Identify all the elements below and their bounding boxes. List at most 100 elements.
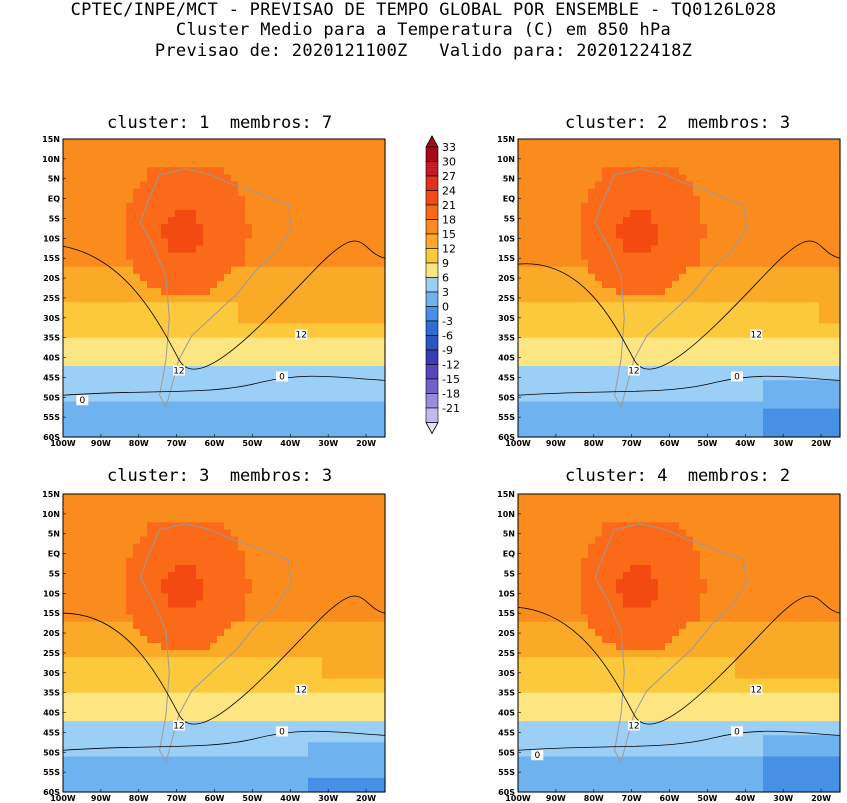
contour-label-bg	[627, 365, 640, 376]
lat-tick-label: 25S	[498, 649, 515, 658]
colorbar-swatch	[425, 161, 439, 177]
lon-tick-label: 60W	[660, 794, 680, 803]
lat-tick-label: 15N	[497, 490, 515, 499]
lat-tick-label: 15N	[42, 135, 60, 144]
lat-tick-label: 10N	[42, 510, 60, 519]
colorbar-label: -18	[442, 388, 460, 401]
lon-tick-label: 30W	[773, 439, 793, 448]
lat-tick-label: 35S	[498, 689, 515, 698]
colorbar-swatch	[425, 349, 439, 365]
contour-label: 0	[279, 727, 285, 737]
subtitle: Cluster Medio para a Temperatura (C) em …	[175, 20, 672, 40]
lat-tick-label: 20S	[498, 274, 515, 283]
lat-tick-label: 35S	[43, 689, 60, 698]
lat-tick-label: 60S	[43, 788, 60, 797]
map-frame	[62, 493, 386, 793]
contour-label: 12	[296, 331, 307, 341]
contour-12	[517, 240, 841, 370]
colorbar-label: 9	[442, 257, 449, 270]
colorbar-swatch	[425, 364, 439, 380]
lon-tick-label: 50W	[697, 794, 717, 803]
contour-label: 12	[296, 686, 307, 696]
lat-tick-label: 15S	[498, 254, 515, 263]
colorbar-label: 24	[442, 185, 456, 198]
colorbar-swatch	[425, 262, 439, 278]
contour-label: 12	[751, 331, 762, 341]
coastline	[594, 168, 748, 409]
lon-tick-label: 90W	[546, 439, 566, 448]
lat-tick-label: 60S	[498, 788, 515, 797]
map-panel-1: 12 12 0 0 15N 10N 5N EQ 5S 10S 15S 20S 25S 30S 35S 40S 4…	[42, 135, 386, 448]
contour-label: 0	[79, 396, 85, 406]
lon-tick-label: 40W	[735, 439, 755, 448]
contour-label-bg	[627, 720, 640, 731]
colorbar-label: -15	[442, 373, 460, 386]
lon-tick-label: 50W	[242, 794, 262, 803]
lat-tick-label: 50S	[498, 748, 515, 757]
lon-tick-label: 60W	[205, 439, 225, 448]
colorbar-swatch	[425, 248, 439, 264]
lon-tick-label: 90W	[91, 439, 111, 448]
colorbar-label: -6	[442, 330, 453, 343]
colorbar-swatch	[425, 335, 439, 351]
contour-label-bg	[275, 371, 288, 382]
colorbar-label: 18	[442, 214, 456, 227]
lon-tick-label: 30W	[318, 794, 338, 803]
colorbar-label: -21	[442, 402, 460, 415]
colorbar-label: 3	[442, 286, 449, 299]
lat-tick-label: 35S	[43, 334, 60, 343]
colorbar-swatch	[425, 393, 439, 409]
lon-tick-label: 80W	[129, 794, 149, 803]
lon-tick-label: 40W	[280, 439, 300, 448]
forecast-dates: Previsao de: 2020121100Z Valido para: 20…	[154, 41, 693, 61]
colorbar-swatch	[425, 219, 439, 235]
lat-tick-label: 40S	[498, 354, 515, 363]
lat-tick-label: 5S	[49, 214, 61, 223]
contour-label: 12	[173, 366, 184, 376]
colorbar-swatch	[425, 407, 439, 423]
colorbar-label: -3	[442, 315, 453, 328]
lat-tick-label: 5S	[504, 214, 516, 223]
lon-tick-label: 100W	[50, 439, 76, 448]
colorbar-label: 6	[442, 272, 449, 285]
contour-label: 0	[279, 372, 285, 382]
contour-label: 0	[534, 751, 540, 761]
lon-tick-label: 80W	[584, 794, 604, 803]
colorbar-swatch	[425, 175, 439, 191]
contour-label: 12	[628, 721, 639, 731]
lat-tick-label: 5S	[504, 569, 516, 578]
contour-label-bg	[275, 726, 288, 737]
colorbar-swatch	[425, 320, 439, 336]
map-frame	[62, 138, 386, 438]
colorbar-swatch	[425, 146, 439, 162]
lat-tick-label: 10N	[42, 155, 60, 164]
colorbar-label: 15	[442, 228, 456, 241]
contour-label-bg	[730, 726, 743, 737]
lat-tick-label: 10S	[498, 589, 515, 598]
colorbar-swatch	[425, 204, 439, 220]
lat-tick-label: 40S	[43, 709, 60, 718]
colorbar-swatch	[425, 306, 439, 322]
lat-tick-label: 50S	[43, 748, 60, 757]
coastline	[139, 523, 293, 764]
lon-tick-label: 20W	[356, 439, 376, 448]
contour-12	[62, 595, 386, 725]
panel-title-2: cluster: 2 membros: 3	[565, 113, 791, 133]
lat-tick-label: 40S	[43, 354, 60, 363]
colorbar-bottom-arrow	[425, 422, 439, 435]
lon-tick-label: 40W	[735, 794, 755, 803]
lat-tick-label: EQ	[48, 550, 60, 559]
contour-label-bg	[76, 395, 89, 406]
contour-label-bg	[750, 329, 763, 340]
lat-tick-label: 45S	[43, 728, 60, 737]
map-panel-2: 12 12 0 15N 10N 5N EQ 5S 10S 15S 20S 25S 30S 35S 40S 45…	[497, 135, 841, 448]
coastline	[139, 168, 293, 409]
lat-tick-label: 5N	[503, 175, 515, 184]
colorbar-label: 30	[442, 156, 456, 169]
lon-tick-label: 70W	[167, 439, 187, 448]
lon-tick-label: 40W	[280, 794, 300, 803]
lat-tick-label: 10S	[498, 234, 515, 243]
lat-tick-label: EQ	[48, 195, 60, 204]
